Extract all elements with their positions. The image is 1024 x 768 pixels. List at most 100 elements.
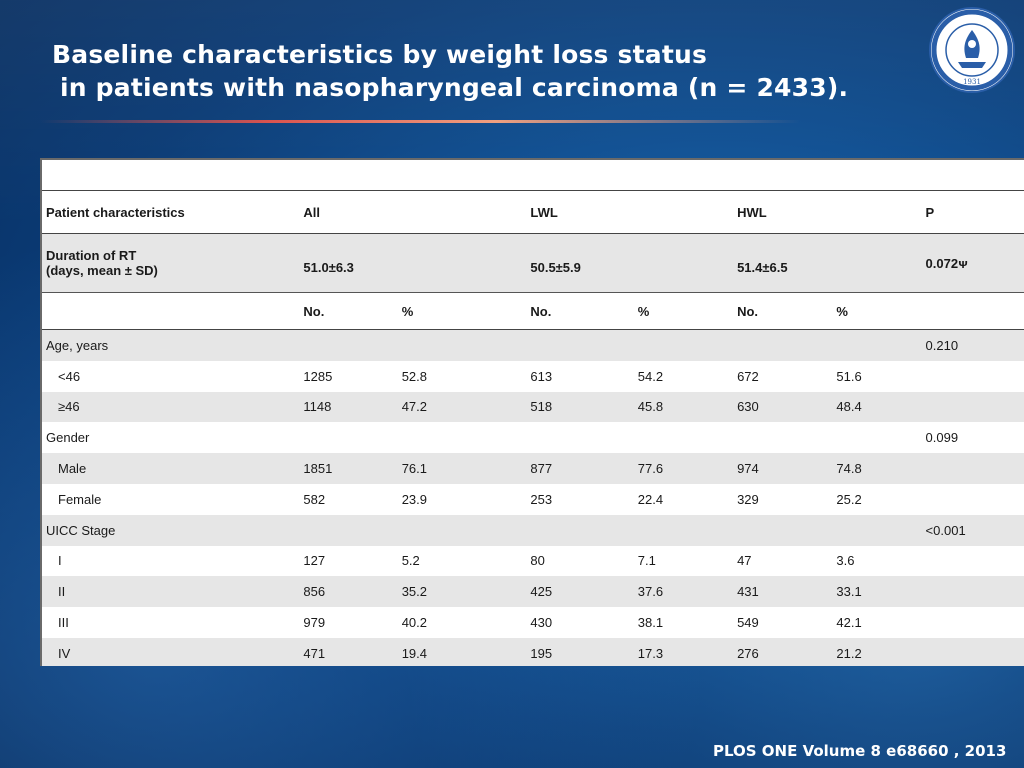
cell-hwl-no: 431: [733, 576, 833, 608]
cell-all-no: 582: [303, 491, 326, 507]
table-row: III 979 40.2 430 38.1 549 42.1: [42, 607, 1024, 638]
table-row: Female 582 23.9 253 22.4 329 25.2: [42, 484, 1024, 515]
duration-lwl: 50.5±5.9: [526, 233, 734, 293]
header-patient: Patient characteristics: [42, 190, 300, 234]
table-top-spacer: [42, 160, 1024, 191]
cell-lwl-pct: 45.8: [633, 391, 734, 423]
row-label: III: [58, 615, 69, 631]
row-label: IV: [42, 637, 300, 666]
subheader-lwl-pct: %: [633, 292, 734, 330]
duration-all: 51.0±6.3: [299, 233, 527, 293]
cell-all-no: [299, 329, 398, 361]
cell-hwl-pct: 33.1: [832, 576, 922, 608]
cell-hwl-pct: [832, 514, 922, 546]
subheader-lwl-no: No.: [526, 292, 634, 330]
cell-p-value: [921, 453, 1024, 484]
row-label: I: [58, 553, 62, 569]
cell-p-value: [921, 637, 1024, 666]
table-row: <46 1285 52.8 613 54.2 672 51.6: [42, 361, 1024, 392]
cell-lwl-no: 613: [530, 368, 553, 384]
row-label: Female: [58, 491, 102, 507]
header-p: P: [921, 190, 1024, 234]
title-line-1: Baseline characteristics by weight loss …: [52, 40, 708, 69]
cell-lwl-no: 195: [526, 637, 634, 666]
cell-all-no: [299, 422, 397, 453]
cell-hwl-pct: 25.2: [836, 491, 862, 507]
cell-all-no: 979: [303, 615, 326, 631]
cell-lwl-pct: 37.6: [633, 576, 734, 608]
citation-footer: PLOS ONE Volume 8 e68660 , 2013: [713, 742, 1007, 760]
cell-hwl-pct: 48.4: [832, 391, 922, 423]
cell-p-value: [921, 391, 1024, 423]
cell-lwl-no: 425: [526, 576, 634, 608]
cell-all-pct: 52.8: [401, 368, 427, 384]
cell-all-pct: 5.2: [401, 553, 420, 569]
cell-hwl-no: [733, 514, 833, 546]
cell-p-value: <0.001: [921, 514, 1024, 546]
table-row: Male 1851 76.1 877 77.6 974 74.8: [42, 453, 1024, 484]
cell-lwl-no: [526, 514, 634, 546]
cell-p-value: [922, 361, 1024, 392]
cell-hwl-no: 974: [733, 453, 833, 484]
cell-all-no: 1148: [299, 391, 398, 423]
cell-lwl-pct: 7.1: [637, 553, 656, 569]
cell-all-no: 127: [303, 553, 326, 569]
cell-all-pct: 76.1: [397, 453, 527, 484]
duration-row: Duration of RT (days, mean ± SD) 51.0±6.…: [42, 233, 1024, 293]
subheader-all-no: No.: [299, 292, 398, 330]
cell-all-no: 471: [299, 637, 398, 666]
cell-hwl-pct: 21.2: [832, 637, 922, 666]
cell-hwl-no: 549: [737, 615, 759, 631]
row-label: Age, years: [42, 329, 300, 361]
row-label: Male: [42, 453, 300, 484]
logo-year: 1931: [963, 78, 981, 86]
cell-p-value: [922, 546, 1024, 577]
table-row: IV 471 19.4 195 17.3 276 21.2: [42, 637, 1024, 666]
cell-hwl-no: 672: [737, 368, 759, 384]
cell-all-no: 856: [299, 576, 398, 608]
cell-lwl-no: 430: [530, 615, 553, 631]
cell-p-value: [921, 576, 1024, 608]
cell-p-value: 0.210: [921, 329, 1024, 361]
row-label: Gender: [46, 430, 90, 446]
cell-hwl-pct: 42.1: [836, 615, 862, 631]
cell-hwl-pct: 74.8: [832, 453, 922, 484]
table-body: Age, years 0.210 <46 1285 52.8 613 54.2 672 51.6…: [42, 329, 1024, 666]
cell-hwl-pct: [832, 329, 922, 361]
cell-lwl-pct: 77.6: [633, 453, 734, 484]
cell-hwl-no: 276: [733, 637, 833, 666]
cell-lwl-no: 518: [526, 391, 634, 423]
cell-lwl-pct: [633, 329, 734, 361]
table-group-row: UICC Stage <0.001: [42, 514, 1024, 546]
cell-hwl-no: [733, 422, 832, 453]
duration-hwl: 51.4±6.5: [733, 233, 922, 293]
cell-lwl-no: 877: [526, 453, 634, 484]
row-label: II: [42, 576, 300, 608]
header-lwl: LWL: [526, 190, 734, 234]
cell-all-no: 1851: [299, 453, 398, 484]
cell-lwl-pct: [633, 514, 734, 546]
cell-lwl-no: [526, 329, 634, 361]
cell-hwl-no: 329: [737, 491, 759, 507]
cell-all-no: 1285: [303, 368, 333, 384]
cell-hwl-pct: 3.6: [836, 553, 855, 569]
baseline-table: Patient characteristics All LWL HWL P Du…: [40, 158, 1024, 666]
cell-all-pct: 35.2: [397, 576, 527, 608]
table-group-row: Age, years 0.210: [42, 329, 1024, 361]
cell-hwl-no: 47: [737, 553, 752, 569]
duration-label-line2: (days, mean ± SD): [46, 263, 158, 278]
cell-lwl-pct: 22.4: [637, 491, 664, 507]
cell-lwl-pct: 54.2: [637, 368, 664, 384]
cell-all-pct: [397, 329, 527, 361]
cell-hwl-no: [733, 329, 833, 361]
cell-hwl-no: 630: [733, 391, 833, 423]
cell-lwl-no: 253: [530, 491, 553, 507]
subheader-hwl-pct: %: [832, 292, 922, 330]
duration-p: 0.072ᴪ: [921, 233, 1024, 293]
cell-all-pct: 40.2: [401, 615, 427, 631]
cell-hwl-pct: 51.6: [836, 368, 862, 384]
table-row: ≥46 1148 47.2 518 45.8 630 48.4: [42, 391, 1024, 423]
subheader-row: No. % No. % No. %: [42, 292, 1024, 330]
title-line-2: in patients with nasopharyngeal carcinom…: [60, 73, 849, 102]
cell-lwl-no: [526, 422, 633, 453]
